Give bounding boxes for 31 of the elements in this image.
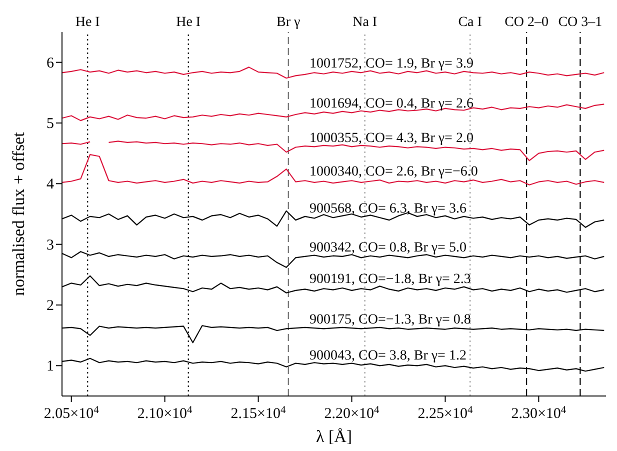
x-tick-label: 2.25×10$^{4}$ [418, 404, 474, 422]
ref-line-label: CO 2–0 [504, 15, 549, 30]
ref-line-label: He I [176, 15, 201, 30]
ref-line-label: Na I [352, 15, 378, 30]
series-label: 1001694, CO= 0.4, Br γ= 2.6 [310, 96, 474, 112]
line-series [62, 154, 605, 186]
ref-line-label: CO 3–1 [558, 15, 602, 30]
series-label: 900568, CO= 6.3, Br γ= 3.6 [310, 202, 466, 217]
y-tick-label: 6 [46, 55, 54, 72]
series-label: 1001752, CO= 1.9, Br γ= 3.9 [310, 56, 474, 72]
x-axis-title: λ [Å] [316, 427, 352, 446]
x-tick-label: 2.10×10$^{4}$ [137, 404, 194, 422]
x-tick-label: 2.15×10$^{4}$ [230, 404, 287, 422]
x-tick-label: 2.05×10$^{4}$ [44, 404, 100, 422]
y-axis-title: normalised flux + offset [9, 132, 28, 296]
y-tick-label: 5 [46, 116, 54, 132]
ref-line-label: Ca I [458, 15, 482, 30]
ref-line-label: Br γ [276, 15, 300, 30]
series-label: 1000355, CO= 4.3, Br γ= 2.0 [310, 130, 474, 146]
ref-line-label: He I [75, 15, 100, 30]
y-tick-label: 3 [46, 237, 54, 254]
x-tick-label: 2.20×10$^{4}$ [324, 404, 380, 422]
series-label: 900191, CO=−1.8, Br γ= 2.3 [310, 272, 471, 288]
y-tick-label: 4 [46, 176, 54, 193]
series-label: 900175, CO=−1.3, Br γ= 0.8 [310, 312, 471, 328]
y-tick-label: 2 [46, 298, 54, 314]
series-label: 900342, CO= 0.8, Br γ= 5.0 [310, 240, 466, 256]
x-tick-label: 2.30×10$^{4}$ [511, 404, 567, 422]
series-label: 1000340, CO= 2.6, Br γ=−6.0 [310, 164, 478, 180]
series-label: 900043, CO= 3.8, Br γ= 1.2 [310, 348, 466, 364]
y-tick-label: 1 [46, 358, 54, 375]
